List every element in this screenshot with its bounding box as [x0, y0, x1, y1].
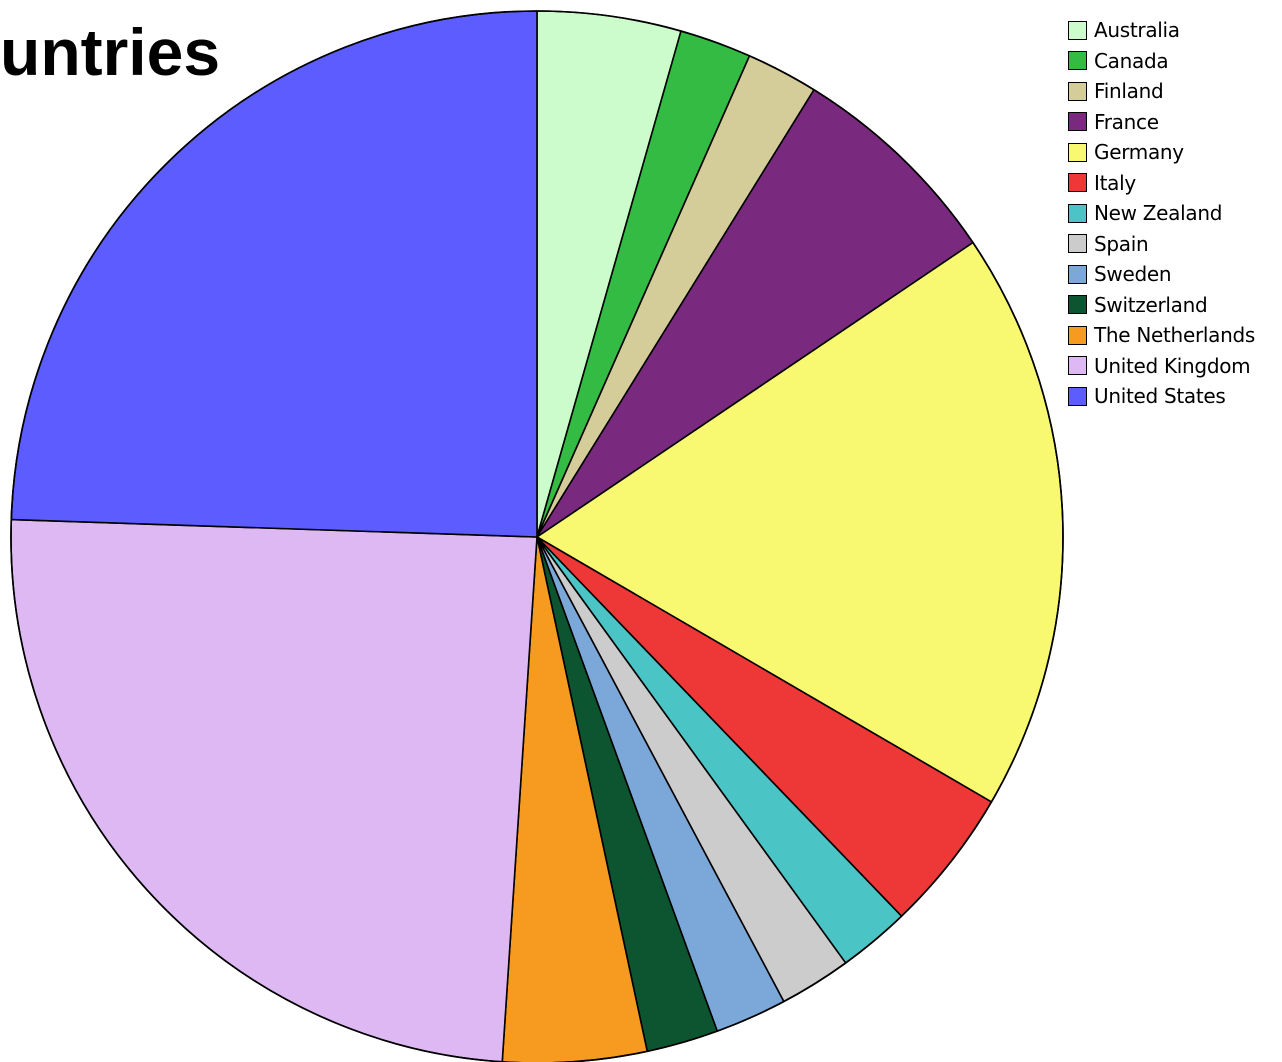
- legend-swatch: [1068, 142, 1087, 162]
- legend-label: United Kingdom: [1094, 353, 1251, 378]
- legend-swatch: [1068, 112, 1087, 132]
- legend-label: Spain: [1094, 231, 1149, 256]
- legend-label: United States: [1094, 384, 1226, 409]
- legend-swatch: [1068, 51, 1087, 71]
- legend-label: Finland: [1094, 79, 1164, 104]
- legend-item: Italy: [1068, 168, 1280, 199]
- legend-item: Canada: [1068, 46, 1280, 77]
- legend-item: United Kingdom: [1068, 351, 1280, 382]
- legend-item: United States: [1068, 381, 1280, 412]
- legend-label: Canada: [1094, 48, 1169, 73]
- legend-swatch: [1068, 295, 1087, 315]
- legend-swatch: [1068, 203, 1087, 223]
- legend-item: Germany: [1068, 137, 1280, 168]
- legend-swatch: [1068, 20, 1087, 40]
- legend-label: Switzerland: [1094, 292, 1208, 317]
- legend-label: Sweden: [1094, 262, 1172, 287]
- pie-outline: [10, 10, 1064, 1062]
- legend-swatch: [1068, 234, 1087, 254]
- legend-item: Sweden: [1068, 259, 1280, 290]
- legend-label: Italy: [1094, 170, 1136, 195]
- pie-slice-united-kingdom: [10, 518, 538, 1062]
- legend-item: Finland: [1068, 76, 1280, 107]
- pie-slices: [10, 10, 1064, 1062]
- legend-swatch: [1068, 386, 1087, 406]
- legend-item: Australia: [1068, 15, 1280, 46]
- legend-item: The Netherlands: [1068, 320, 1280, 351]
- chart-title: untries: [0, 15, 221, 89]
- legend-item: Switzerland: [1068, 290, 1280, 321]
- legend-swatch: [1068, 356, 1087, 376]
- chart-legend: Australia Canada Finland France Germany Italy…: [1068, 15, 1280, 412]
- legend-swatch: [1068, 325, 1087, 345]
- legend-item: Spain: [1068, 229, 1280, 260]
- legend-label: France: [1094, 109, 1159, 134]
- legend-label: Australia: [1094, 18, 1180, 43]
- legend-swatch: [1068, 173, 1087, 193]
- legend-item: France: [1068, 107, 1280, 138]
- legend-label: Germany: [1094, 140, 1184, 165]
- legend-label: The Netherlands: [1094, 323, 1255, 348]
- legend-swatch: [1068, 81, 1087, 101]
- legend-item: New Zealand: [1068, 198, 1280, 229]
- legend-label: New Zealand: [1094, 201, 1223, 226]
- legend-swatch: [1068, 264, 1087, 284]
